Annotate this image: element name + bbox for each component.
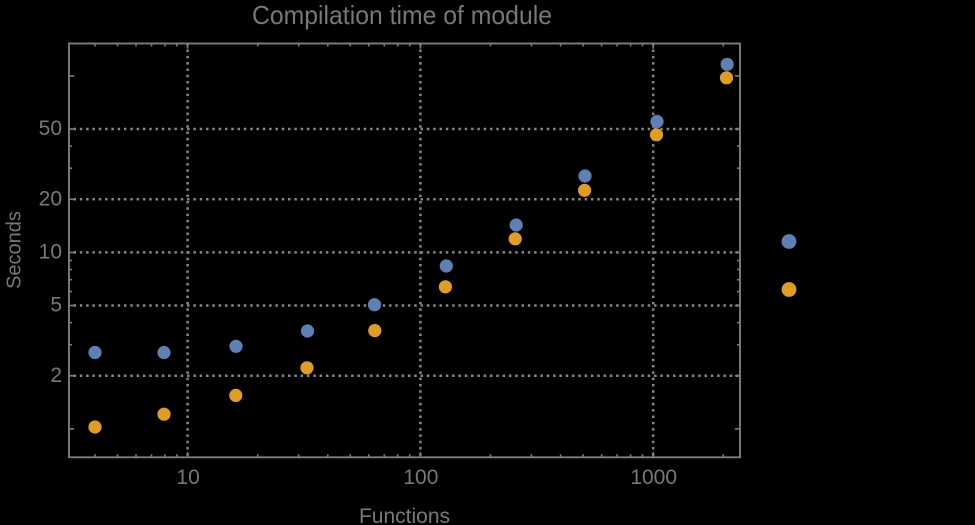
svg-text:5: 5: [50, 294, 62, 317]
svg-text:20: 20: [39, 187, 62, 210]
svg-text:10: 10: [176, 466, 199, 489]
svg-text:50: 50: [39, 117, 62, 140]
svg-text:Seconds: Seconds: [4, 211, 26, 289]
svg-text:Functions: Functions: [359, 505, 450, 525]
svg-text:Compilation time of module: Compilation time of module: [252, 0, 552, 30]
svg-text:100: 100: [403, 466, 438, 489]
svg-text:10: 10: [39, 240, 62, 263]
svg-text:2: 2: [50, 364, 62, 387]
svg-text:1000: 1000: [630, 466, 677, 489]
